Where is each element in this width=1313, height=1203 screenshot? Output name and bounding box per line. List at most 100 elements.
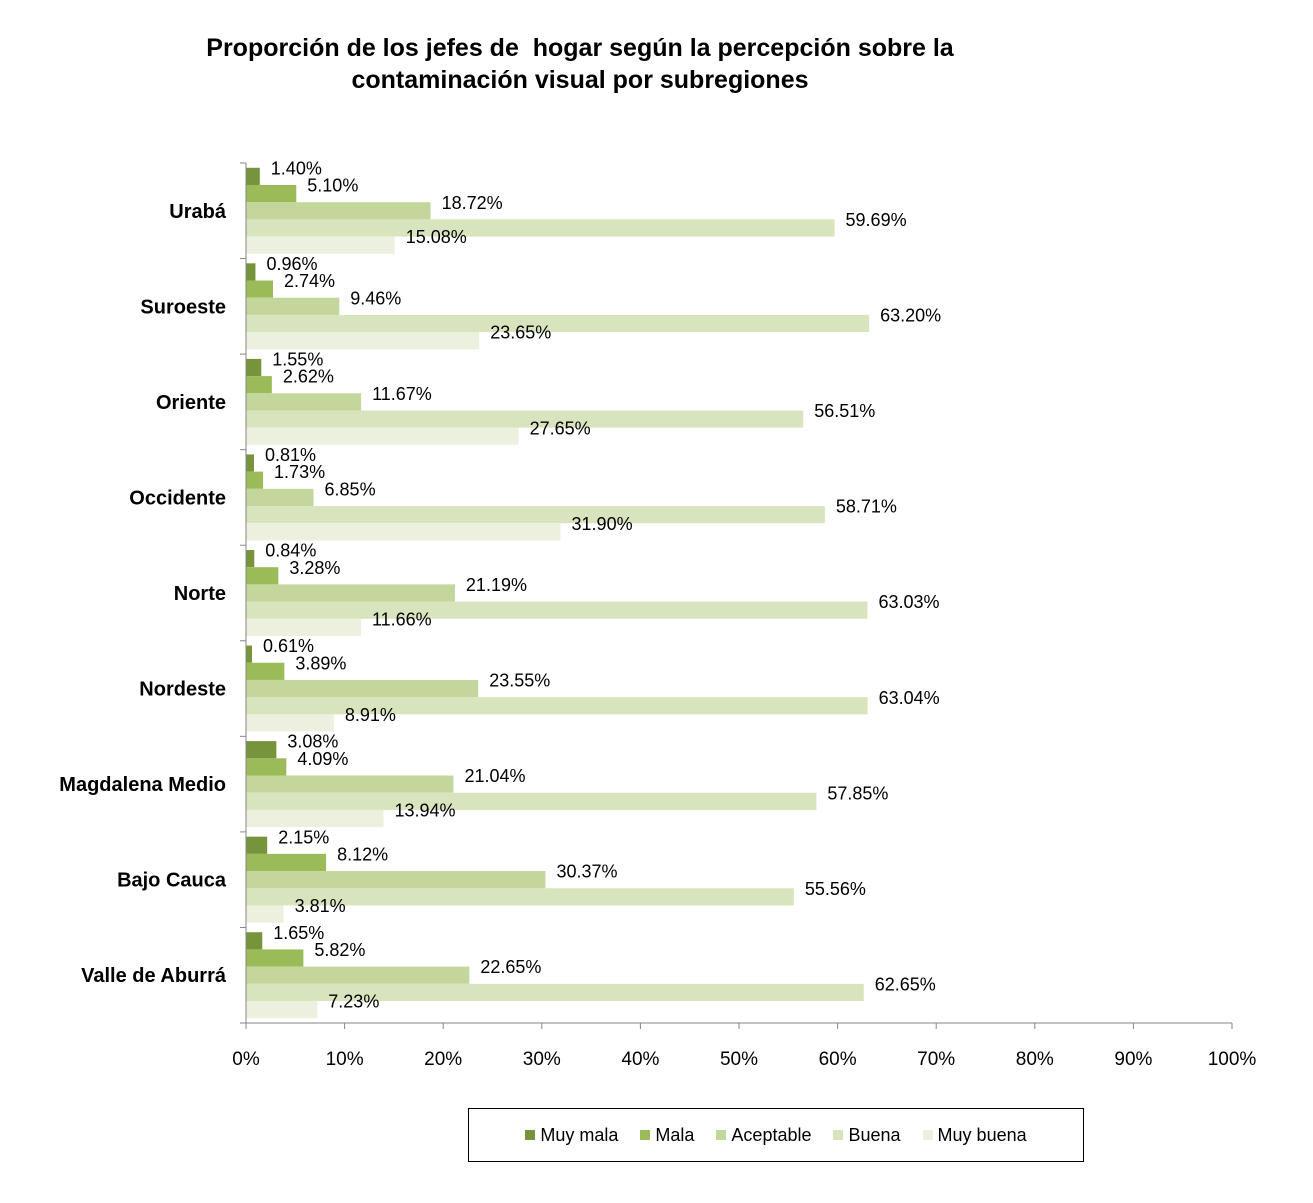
bars-layer [246, 167, 870, 1019]
category-label: Nordeste [139, 679, 226, 701]
data-label: 58.71% [836, 497, 897, 517]
bar [246, 427, 519, 445]
data-label: 27.65% [530, 418, 591, 438]
category-label: Occidente [129, 487, 226, 509]
data-label: 1.40% [271, 158, 322, 178]
data-label: 8.91% [345, 705, 396, 725]
data-label: 5.82% [314, 940, 365, 960]
legend-label: Muy buena [937, 1124, 1027, 1145]
category-label: Oriente [156, 392, 226, 414]
category-label: Urabá [169, 201, 227, 223]
x-tick-label: 100% [1208, 1049, 1257, 1070]
bar [246, 584, 455, 602]
bar [246, 679, 479, 698]
legend-item: Mala [640, 1125, 694, 1146]
data-label: 13.94% [394, 801, 455, 821]
bar [246, 888, 794, 906]
legend-swatch [716, 1130, 727, 1140]
bar [246, 410, 804, 428]
axes-layer: 0% 10% 20% 30% 40% 50% 60% 70% 80% 90% 100% [232, 162, 1257, 1070]
legend-swatch [640, 1130, 651, 1140]
bar [246, 236, 395, 254]
bar [246, 645, 253, 663]
bar [246, 966, 470, 984]
data-label: 3.28% [289, 558, 340, 578]
data-label: 1.55% [272, 349, 323, 369]
data-label: 63.20% [880, 306, 941, 326]
data-label: 6.85% [325, 479, 376, 499]
chart-title-text: Proporción de los jefes de hogar según l… [206, 34, 954, 94]
bar [246, 836, 268, 854]
bar [246, 314, 870, 333]
bar [246, 662, 285, 680]
bar [246, 809, 384, 828]
labels-layer: Urabá 1.40%5.10% 18.72% 59.69% 15.08% Suroest… [59, 158, 941, 1011]
bar [246, 523, 561, 541]
category-label: Bajo Cauca [117, 870, 227, 892]
data-label: 0.96% [266, 254, 317, 274]
data-label: 22.65% [480, 957, 541, 977]
bar [246, 219, 835, 237]
legend-label: Buena [848, 1124, 901, 1145]
category-label: Norte [174, 583, 226, 605]
x-tick-label: 0% [232, 1049, 260, 1070]
bar [246, 697, 868, 715]
data-label: 2.62% [283, 367, 334, 387]
data-label: 2.15% [278, 827, 329, 847]
data-label: 63.03% [878, 592, 939, 612]
data-label: 11.67% [372, 384, 432, 404]
bar [246, 983, 864, 1002]
category-label: Suroeste [140, 296, 226, 318]
bar [246, 905, 284, 923]
data-label: 23.65% [490, 323, 551, 343]
legend-item: Muy mala [525, 1125, 618, 1146]
data-label: 3.89% [295, 653, 346, 673]
chart-title: Proporción de los jefes de hogar según l… [0, 32, 1160, 96]
bar [246, 506, 825, 524]
x-tick-label: 30% [523, 1049, 561, 1070]
data-label: 8.12% [337, 844, 388, 864]
data-label: 59.69% [846, 210, 907, 230]
bar [246, 618, 361, 636]
x-tick-label: 70% [917, 1049, 955, 1070]
data-label: 11.66% [372, 609, 432, 629]
legend-item: Buena [833, 1124, 901, 1146]
data-label: 62.65% [875, 974, 936, 994]
data-label: 56.51% [814, 401, 875, 421]
bar [246, 741, 277, 759]
data-label: 21.04% [464, 766, 525, 786]
bar [246, 393, 362, 411]
legend-swatch [922, 1130, 933, 1140]
data-label: 30.37% [556, 862, 617, 882]
legend-item: Muy buena [922, 1124, 1027, 1146]
bar [246, 376, 272, 394]
bar [246, 202, 431, 220]
x-tick-label: 80% [1016, 1049, 1054, 1070]
data-label: 3.08% [287, 732, 338, 752]
bar [246, 775, 454, 793]
data-label: 7.23% [328, 992, 379, 1012]
legend-label: Muy mala [540, 1124, 619, 1145]
legend-label: Mala [655, 1124, 695, 1145]
x-tick-label: 10% [326, 1049, 364, 1070]
x-tick-label: 90% [1114, 1049, 1152, 1070]
bar [246, 949, 304, 967]
legend: Muy mala Mala Aceptable Buena Muy buena [468, 1108, 1084, 1162]
data-label: 0.61% [263, 636, 314, 656]
bar [246, 184, 297, 203]
data-label: 63.04% [879, 688, 940, 708]
legend-swatch [833, 1130, 844, 1140]
x-tick-label: 40% [621, 1049, 659, 1070]
bar [246, 567, 279, 585]
bar [246, 758, 287, 776]
x-tick-label: 60% [819, 1049, 857, 1070]
data-label: 55.56% [805, 879, 866, 899]
bar [246, 714, 334, 732]
data-label: 0.84% [265, 541, 316, 561]
category-label: Magdalena Medio [59, 774, 226, 796]
x-tick-label: 50% [720, 1049, 758, 1070]
data-label: 9.46% [350, 288, 401, 308]
data-label: 5.10% [307, 176, 358, 196]
legend-label: Aceptable [731, 1124, 812, 1145]
